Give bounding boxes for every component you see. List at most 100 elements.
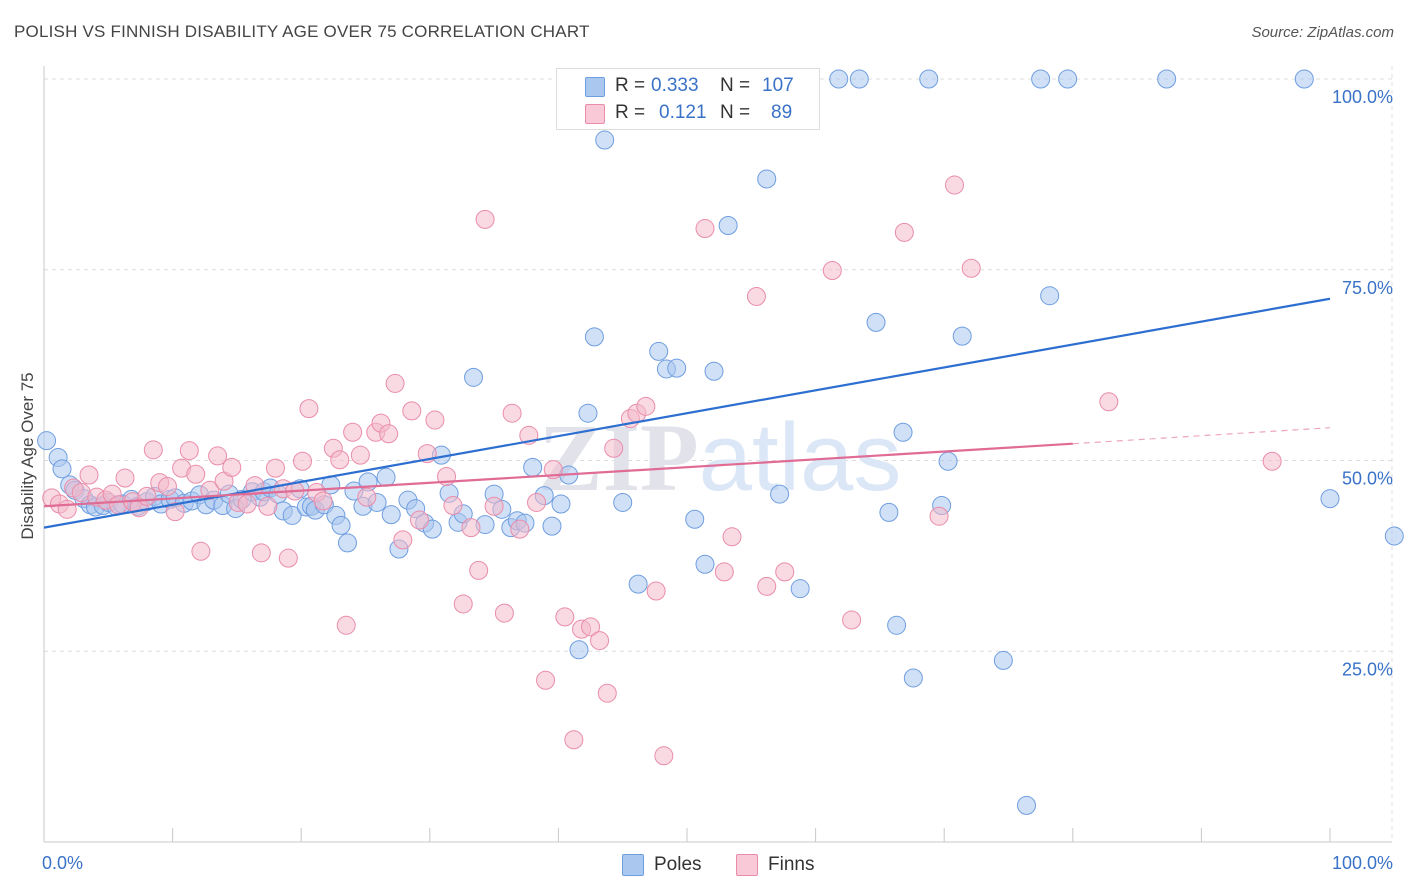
legend-row-finns: R = 0.121 N = 89 xyxy=(557,100,821,126)
poles-point-66 xyxy=(523,457,543,477)
finns-point-78 xyxy=(646,581,666,601)
poles-point-104 xyxy=(1040,286,1060,306)
finns-point-2 xyxy=(57,499,77,519)
finns-point-71 xyxy=(581,617,601,637)
poles-legend-icon xyxy=(622,854,644,876)
finns-point-89 xyxy=(929,506,949,526)
finns-point-81 xyxy=(714,562,734,582)
finns-point-82 xyxy=(722,527,742,547)
finns-point-72 xyxy=(590,631,610,651)
poles-point-89 xyxy=(790,579,810,599)
poles-point-54 xyxy=(422,519,442,539)
poles-point-109 xyxy=(1384,526,1404,546)
finns-point-43 xyxy=(350,445,370,465)
finns-point-10 xyxy=(115,468,135,488)
tick-labels: 25.0% 50.0% 75.0% 100.0% 0.0% 100.0% xyxy=(42,87,1393,873)
poles-point-99 xyxy=(938,451,958,471)
poles-point-34 xyxy=(282,505,302,525)
finns-point-29 xyxy=(251,543,271,563)
y-tick-label-3: 100.0% xyxy=(1332,87,1393,107)
poles-n-value: 107 xyxy=(762,75,794,96)
finns-point-65 xyxy=(527,492,547,512)
finns-point-92 xyxy=(1099,392,1119,412)
watermark: ZIPatlas xyxy=(539,404,902,511)
poles-point-94 xyxy=(887,615,907,635)
poles-swatch-icon xyxy=(585,77,605,97)
finns-point-35 xyxy=(292,451,312,471)
stats-legend: R = 0.333 N = 107 R = 0.121 N = 89 xyxy=(556,68,820,130)
chart-title: POLISH VS FINNISH DISABILITY AGE OVER 75… xyxy=(14,22,590,41)
finns-swatch-icon xyxy=(585,104,605,124)
finns-point-25 xyxy=(222,457,242,477)
finns-n-value: 89 xyxy=(771,102,793,123)
finns-trend-line xyxy=(43,442,1073,508)
bottom-legend-poles: Poles xyxy=(622,852,742,878)
finns-point-58 xyxy=(469,560,489,580)
finns-point-68 xyxy=(555,607,575,627)
poles-point-68 xyxy=(542,516,562,536)
finns-point-59 xyxy=(475,209,495,229)
poles-point-49 xyxy=(381,505,401,525)
poles-point-82 xyxy=(695,554,715,574)
x-tick-label-min: 0.0% xyxy=(42,853,83,873)
poles-legend-label: Poles xyxy=(654,854,702,875)
finns-point-57 xyxy=(461,518,481,538)
finns-point-48 xyxy=(385,373,405,393)
finns-point-44 xyxy=(357,487,377,507)
finns-legend-icon xyxy=(736,854,758,876)
finns-point-66 xyxy=(536,670,556,690)
finns-point-5 xyxy=(79,465,99,485)
poles-point-93 xyxy=(879,502,899,522)
finns-point-38 xyxy=(313,491,333,511)
axes xyxy=(43,66,1392,843)
finns-point-88 xyxy=(894,222,914,242)
r-label: R = xyxy=(615,102,646,123)
finns-point-77 xyxy=(636,396,656,416)
watermark-zip: ZIP xyxy=(539,404,699,511)
poles-point-74 xyxy=(595,130,615,150)
finns-point-19 xyxy=(179,441,199,461)
grid-lines xyxy=(44,66,1393,842)
poles-point-84 xyxy=(718,215,738,235)
poles-point-78 xyxy=(649,341,669,361)
poles-point-69 xyxy=(551,494,571,514)
finns-point-49 xyxy=(393,530,413,550)
legend-row-poles: R = 0.333 N = 107 xyxy=(557,73,821,99)
finns-point-27 xyxy=(237,494,257,514)
poles-point-71 xyxy=(569,640,589,660)
poles-point-72 xyxy=(578,403,598,423)
y-tick-label-1: 50.0% xyxy=(1342,469,1393,489)
finns-point-69 xyxy=(564,730,584,750)
poles-point-2 xyxy=(52,459,72,479)
poles-point-97 xyxy=(919,69,939,89)
finns-point-36 xyxy=(299,399,319,419)
finns-point-40 xyxy=(330,450,350,470)
poles-point-100 xyxy=(952,326,972,346)
finns-point-16 xyxy=(157,476,177,496)
poles-point-83 xyxy=(704,361,724,381)
x-tick-label-max: 100.0% xyxy=(1332,853,1393,873)
finns-point-31 xyxy=(265,458,285,478)
finns-point-14 xyxy=(143,440,163,460)
finns-point-83 xyxy=(746,286,766,306)
finns-point-74 xyxy=(604,438,624,458)
finns-point-91 xyxy=(961,258,981,278)
poles-point-91 xyxy=(849,69,869,89)
poles-point-73 xyxy=(584,327,604,347)
finns-point-55 xyxy=(443,496,463,516)
watermark-atlas: atlas xyxy=(699,404,902,511)
y-tick-label-2: 75.0% xyxy=(1342,278,1393,298)
finns-trend-extension xyxy=(1072,427,1331,445)
poles-point-103 xyxy=(1031,69,1051,89)
poles-point-0 xyxy=(37,431,57,451)
n-label: N = xyxy=(720,102,751,123)
y-axis-title: Disability Age Over 75 xyxy=(18,372,37,539)
data-points xyxy=(37,69,1404,815)
bottom-legend-finns: Finns xyxy=(736,852,856,878)
poles-point-48 xyxy=(376,467,396,487)
trend-lines xyxy=(43,297,1331,529)
poles-point-76 xyxy=(628,574,648,594)
poles-r-value: 0.333 xyxy=(651,75,699,96)
finns-point-53 xyxy=(425,410,445,430)
